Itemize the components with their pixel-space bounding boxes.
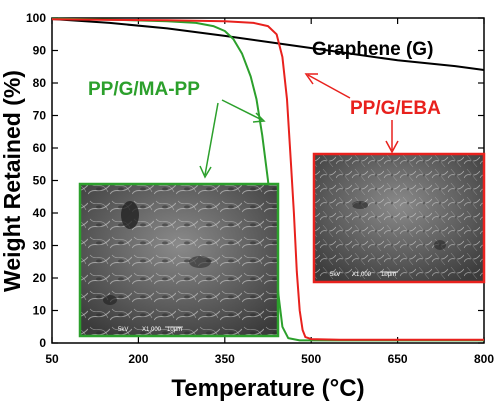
svg-text:5kV: 5kV (118, 327, 128, 333)
svg-text:X1,000: X1,000 (352, 272, 372, 278)
sem-frame-green (78, 182, 280, 338)
y-tick-label: 30 (33, 239, 47, 253)
x-tick-label: 50 (45, 352, 59, 366)
series-line-graphene-g (51, 18, 485, 71)
y-tick-label: 100 (26, 11, 46, 25)
svg-text:10μm: 10μm (381, 272, 396, 278)
series-label-graphene: Graphene (G) (312, 39, 433, 60)
x-tick-label: 200 (128, 352, 148, 366)
series-label-pp-g-ma-pp: PP/G/MA-PP (88, 79, 200, 100)
sem-frame-red (312, 152, 486, 284)
y-tick-label: 10 (33, 304, 47, 318)
sem-image-pp-g-eba: 5kV X1,000 10μm (312, 152, 486, 284)
y-tick-label: 60 (33, 141, 47, 155)
x-tick-label: 350 (215, 352, 235, 366)
x-tick-label: 800 (474, 352, 494, 366)
annotation-arrows (199, 73, 399, 179)
series-label-pp-g-eba: PP/G/EBA (350, 98, 441, 119)
x-tick-label: 500 (301, 352, 321, 366)
x-tick-labels: 50 200 350 500 650 800 (45, 352, 494, 366)
svg-text:X1,000: X1,000 (142, 327, 162, 333)
y-tick-label: 80 (33, 76, 47, 90)
y-axis-title: Weight Retained (%) (0, 70, 25, 292)
y-tick-label: 40 (33, 206, 47, 220)
y-tick-label: 0 (39, 336, 46, 350)
y-tick-label: 70 (33, 109, 47, 123)
y-tick-labels: 0 10 20 30 40 50 60 70 80 90 100 (26, 11, 46, 350)
x-axis-title: Temperature (°C) (171, 375, 364, 402)
x-tick-label: 650 (388, 352, 408, 366)
sem-image-pp-g-ma-pp: 5kV X1,000 10μm (78, 182, 280, 338)
svg-text:5kV: 5kV (330, 272, 340, 278)
y-tick-label: 50 (33, 174, 47, 188)
series-line-pp-g-eba (51, 18, 484, 341)
y-tick-label: 90 (33, 44, 47, 58)
y-tick-label: 20 (33, 271, 47, 285)
svg-text:10μm: 10μm (167, 327, 182, 333)
